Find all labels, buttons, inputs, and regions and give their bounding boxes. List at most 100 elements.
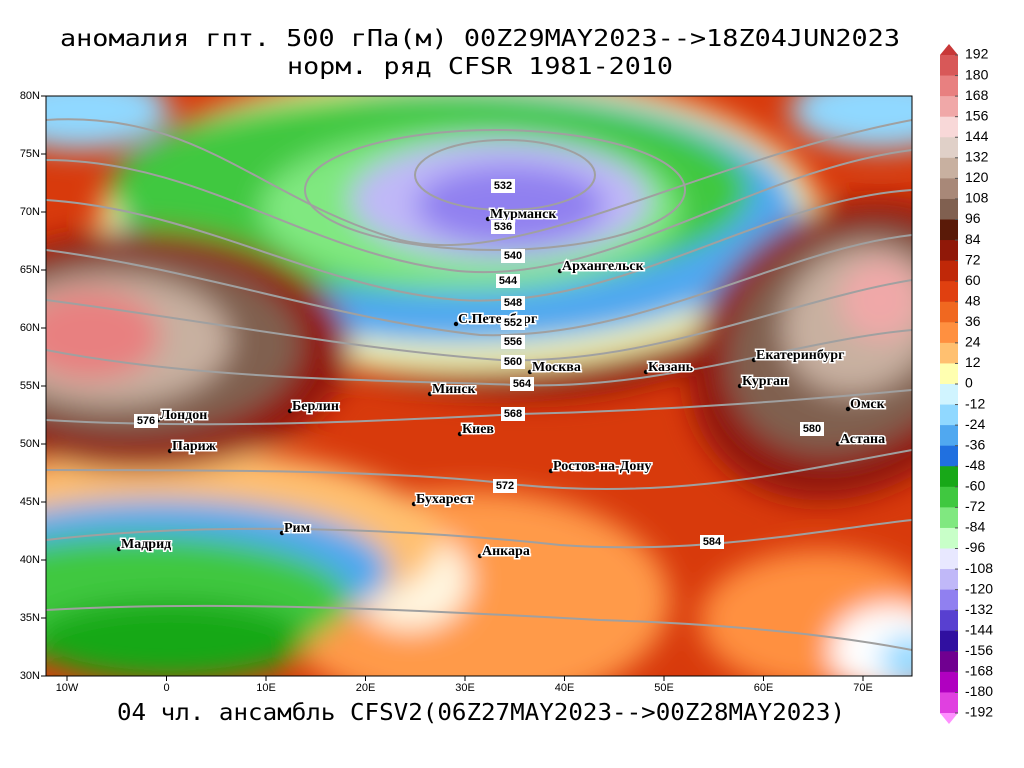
colorbar-band (940, 589, 958, 611)
contour-label: 532 (494, 180, 512, 192)
city-label: Минск (432, 382, 477, 397)
colorbar-label: -168 (965, 663, 993, 679)
colorbar-label: 108 (965, 190, 989, 206)
contour-label: 548 (504, 297, 522, 309)
colorbar-label: 0 (965, 375, 973, 391)
contour-label: 576 (137, 415, 155, 427)
colorbar-label: -156 (965, 642, 993, 658)
colorbar-band (940, 548, 958, 570)
colorbar-label: -84 (965, 519, 985, 535)
colorbar-band (940, 260, 958, 282)
colorbar-band (940, 486, 958, 508)
city-dot (279, 530, 285, 536)
y-tick-label: 75N (20, 148, 40, 160)
colorbar-label: -132 (965, 601, 993, 617)
colorbar-label: -180 (965, 683, 993, 699)
contour-label: 560 (504, 356, 522, 368)
colorbar-label: -48 (965, 457, 985, 473)
colorbar-band (940, 445, 958, 467)
contour-label: 572 (496, 480, 514, 492)
x-tick-label: 10W (56, 682, 79, 694)
city-label: Берлин (292, 399, 339, 414)
colorbar-label: 168 (965, 87, 989, 103)
contour-label: 552 (504, 317, 522, 329)
colorbar-band (940, 75, 958, 97)
city-label: Лондон (160, 408, 207, 423)
city-label: Киев (462, 422, 494, 437)
y-tick-label: 50N (20, 438, 40, 450)
city-label: Казань (648, 360, 694, 375)
contour-label-bg (491, 220, 515, 234)
contour-label-bg (501, 355, 525, 369)
city-label: Ростов-на-Дону (553, 459, 651, 474)
colorbar-label: 156 (965, 107, 989, 123)
colorbar-band (940, 651, 958, 673)
contour-label-bg (501, 296, 525, 310)
colorbar-label: 132 (965, 149, 989, 165)
city-dot (453, 321, 459, 327)
anomaly-field (46, 96, 912, 676)
colorbar-label: -108 (965, 560, 993, 576)
contour-label-bg (800, 422, 824, 436)
x-tick-label: 0 (163, 682, 169, 694)
colorbar-band (940, 116, 958, 138)
colorbar-label: -60 (965, 478, 985, 494)
height-contours (46, 118, 912, 651)
city-dot (116, 546, 122, 552)
city-label: Архангельск (562, 259, 645, 274)
city-dot (845, 406, 851, 412)
contour-label-bg (501, 335, 525, 349)
colorbar-label: 120 (965, 169, 989, 185)
y-tick-label: 30N (20, 670, 40, 682)
y-tick-label: 65N (20, 264, 40, 276)
city-dot (548, 468, 554, 474)
colorbar-label: -24 (965, 416, 985, 432)
colorbar-band (940, 322, 958, 344)
contour-label: 568 (504, 408, 522, 420)
colorbar-band (940, 404, 958, 426)
colorbar-band (940, 219, 958, 241)
contour-label-bg (510, 377, 534, 391)
contour-label: 540 (504, 250, 522, 262)
city-label: Париж (172, 439, 217, 454)
contour-label-bg (501, 316, 525, 330)
colorbar-label: 48 (965, 292, 981, 308)
contour-label: 544 (499, 275, 518, 287)
city-label: Мурманск (490, 207, 557, 222)
colorbar-band (940, 281, 958, 303)
x-tick-label: 10E (256, 682, 276, 694)
colorbar-band (940, 342, 958, 364)
city-label: Бухарест (416, 492, 473, 507)
contour-label-bg (491, 179, 515, 193)
city-dot (477, 553, 483, 559)
colorbar-band (940, 507, 958, 529)
colorbar-band (940, 384, 958, 406)
colorbar-band (940, 137, 958, 159)
colorbar-band (940, 466, 958, 488)
colorbar-label: 84 (965, 231, 981, 247)
subtitle: норм. ряд CFSR 1981-2010 (287, 54, 673, 80)
colorbar-band (940, 569, 958, 591)
colorbar-label: 144 (965, 128, 989, 144)
y-tick-label: 40N (20, 554, 40, 566)
colorbar-band (940, 630, 958, 652)
city-label: Астана (840, 432, 885, 447)
colorbar-label: 72 (965, 251, 981, 267)
colorbar-band (940, 363, 958, 385)
city-dot (737, 383, 743, 389)
city-dot (643, 369, 649, 375)
city-dot (835, 441, 841, 447)
contour-label-bg (496, 274, 520, 288)
colorbar-band (940, 425, 958, 447)
contour-label: 580 (803, 423, 821, 435)
city-label: Омск (850, 397, 886, 412)
x-tick-label: 20E (356, 682, 376, 694)
colorbar-label: 180 (965, 66, 989, 82)
contour-label-bg (501, 249, 525, 263)
y-tick-label: 35N (20, 612, 40, 624)
city-label: Москва (532, 360, 581, 375)
colorbar-label: -192 (965, 704, 993, 720)
city-dot (485, 216, 491, 222)
city-dot (527, 369, 533, 375)
